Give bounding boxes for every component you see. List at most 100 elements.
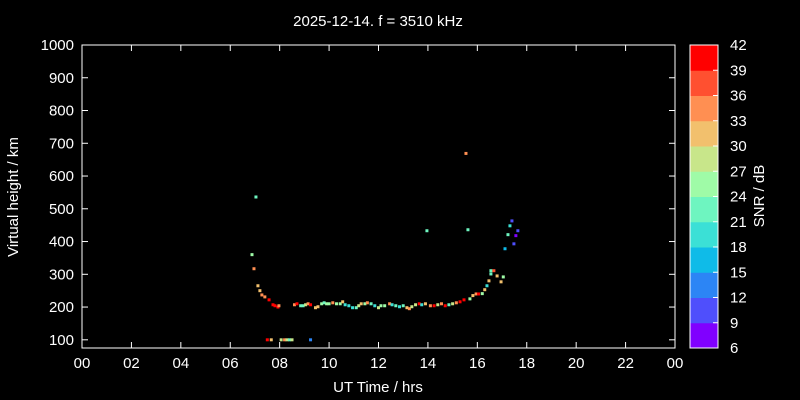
colorbar-segment (690, 247, 718, 273)
x-tick-label: 22 (617, 355, 634, 372)
data-point (420, 303, 424, 307)
data-point (432, 304, 436, 308)
data-point (265, 338, 269, 342)
data-point (489, 269, 493, 273)
colorbar-tick-label: 9 (730, 315, 738, 332)
colorbar-tick-label: 18 (730, 239, 747, 256)
data-point (388, 302, 392, 306)
data-point (398, 305, 402, 309)
data-point (501, 275, 505, 279)
y-tick-label: 600 (49, 168, 74, 185)
colorbar-segment (690, 171, 718, 197)
data-point (390, 303, 394, 307)
data-point (510, 219, 514, 223)
data-point (401, 304, 405, 308)
data-point (347, 304, 351, 308)
colorbar-tick-label: 30 (730, 138, 747, 155)
data-point (365, 301, 369, 305)
data-point (417, 302, 421, 306)
colorbar-tick-label: 15 (730, 264, 747, 281)
y-tick-label: 800 (49, 103, 74, 120)
data-point (316, 305, 320, 309)
x-tick-label: 06 (222, 355, 239, 372)
data-point (334, 302, 338, 306)
x-tick-label: 04 (172, 355, 189, 372)
x-tick-label: 08 (271, 355, 288, 372)
data-point (410, 305, 414, 309)
data-point (489, 272, 493, 276)
data-point (331, 301, 335, 305)
data-point (516, 229, 520, 233)
x-axis-label: UT Time / hrs (333, 379, 423, 396)
y-tick-label: 300 (49, 266, 74, 283)
data-point (292, 303, 296, 307)
data-point (313, 306, 317, 310)
data-point (485, 284, 489, 288)
x-tick-label: 02 (123, 355, 140, 372)
data-point (454, 301, 458, 305)
data-point (508, 224, 512, 228)
data-point (474, 292, 478, 296)
colorbar-segment (690, 120, 718, 147)
colorbar-label: SNR / dB (751, 165, 768, 228)
data-point (487, 279, 491, 283)
data-point (383, 304, 387, 308)
data-point (320, 302, 324, 306)
y-tick-label: 100 (49, 332, 74, 349)
data-point (514, 234, 518, 238)
data-point (269, 338, 273, 342)
colorbar-tick-label: 12 (730, 290, 747, 307)
data-point (327, 302, 331, 306)
colorbar-segment (690, 70, 718, 96)
x-tick-label: 10 (321, 355, 338, 372)
data-point (373, 304, 377, 308)
y-tick-label: 900 (49, 70, 74, 87)
data-point (354, 306, 358, 310)
colorbar-tick-label: 42 (730, 37, 747, 54)
data-point (258, 289, 262, 293)
data-point (304, 303, 308, 307)
data-point (503, 247, 507, 251)
colorbar-tick-label: 39 (730, 62, 747, 79)
data-point (338, 302, 342, 306)
data-point (492, 269, 496, 273)
data-point (267, 298, 271, 302)
data-point (379, 304, 383, 308)
y-tick-label: 400 (49, 234, 74, 251)
colorbar-segment (690, 196, 718, 223)
x-tick-label: 16 (469, 355, 486, 372)
data-point (290, 338, 294, 342)
colorbar-segment (690, 146, 718, 172)
data-point (428, 304, 432, 308)
data-point (309, 303, 313, 307)
data-point (468, 297, 472, 301)
data-point (440, 302, 444, 306)
y-tick-label: 200 (49, 299, 74, 316)
data-point (506, 233, 510, 237)
data-point (512, 242, 516, 246)
data-point (283, 338, 287, 342)
x-tick-label: 00 (667, 355, 684, 372)
data-point (277, 304, 281, 308)
data-point (436, 303, 440, 307)
data-point (451, 302, 455, 306)
colorbar-segment (690, 272, 718, 298)
data-point (495, 274, 499, 278)
data-point (301, 304, 305, 308)
data-point (359, 302, 363, 306)
x-tick-label: 00 (74, 355, 91, 372)
colorbar-tick-label: 33 (730, 113, 747, 130)
colorbar-tick-label: 24 (730, 189, 747, 206)
data-point (273, 304, 277, 308)
data-point (306, 302, 310, 306)
data-point (279, 338, 283, 342)
data-point (357, 304, 361, 308)
data-point (351, 306, 355, 310)
data-point (499, 280, 503, 284)
colorbar-tick-label: 21 (730, 214, 747, 231)
colorbar-segment (690, 45, 718, 71)
data-point (343, 303, 347, 307)
data-point (425, 229, 429, 233)
data-point (322, 301, 326, 305)
data-point (462, 298, 466, 302)
